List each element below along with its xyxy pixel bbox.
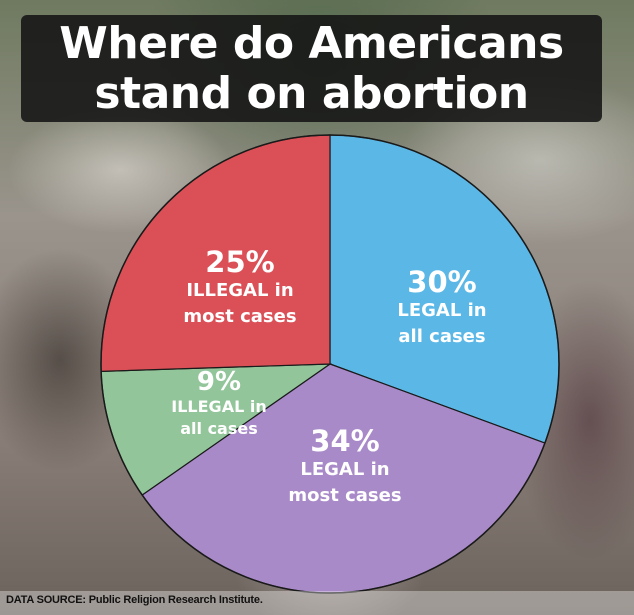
slice-desc-label-1-1: most cases	[288, 485, 401, 506]
slice-percent-label-1: 34%	[310, 424, 379, 458]
slice-desc-label-0-0: LEGAL in	[397, 300, 486, 321]
slice-desc-label-3-0: ILLEGAL in	[186, 280, 293, 301]
pie-outline	[100, 134, 560, 594]
slice-desc-label-1-0: LEGAL in	[300, 459, 389, 480]
data-source: DATA SOURCE: Public Religion Research In…	[6, 594, 263, 606]
title-banner: Where do Americans stand on abortion	[21, 15, 602, 122]
slice-percent-label-0: 30%	[407, 265, 476, 299]
slice-desc-label-0-1: all cases	[398, 326, 485, 347]
chart-title: Where do Americans stand on abortion	[59, 18, 564, 119]
slice-desc-label-3-1: most cases	[183, 306, 296, 327]
slice-desc-label-2-0: ILLEGAL in	[171, 397, 266, 416]
slice-percent-label-2: 9%	[197, 367, 241, 397]
source-strip	[0, 591, 634, 615]
slice-desc-label-2-1: all cases	[180, 419, 258, 438]
slice-percent-label-3: 25%	[205, 245, 274, 279]
